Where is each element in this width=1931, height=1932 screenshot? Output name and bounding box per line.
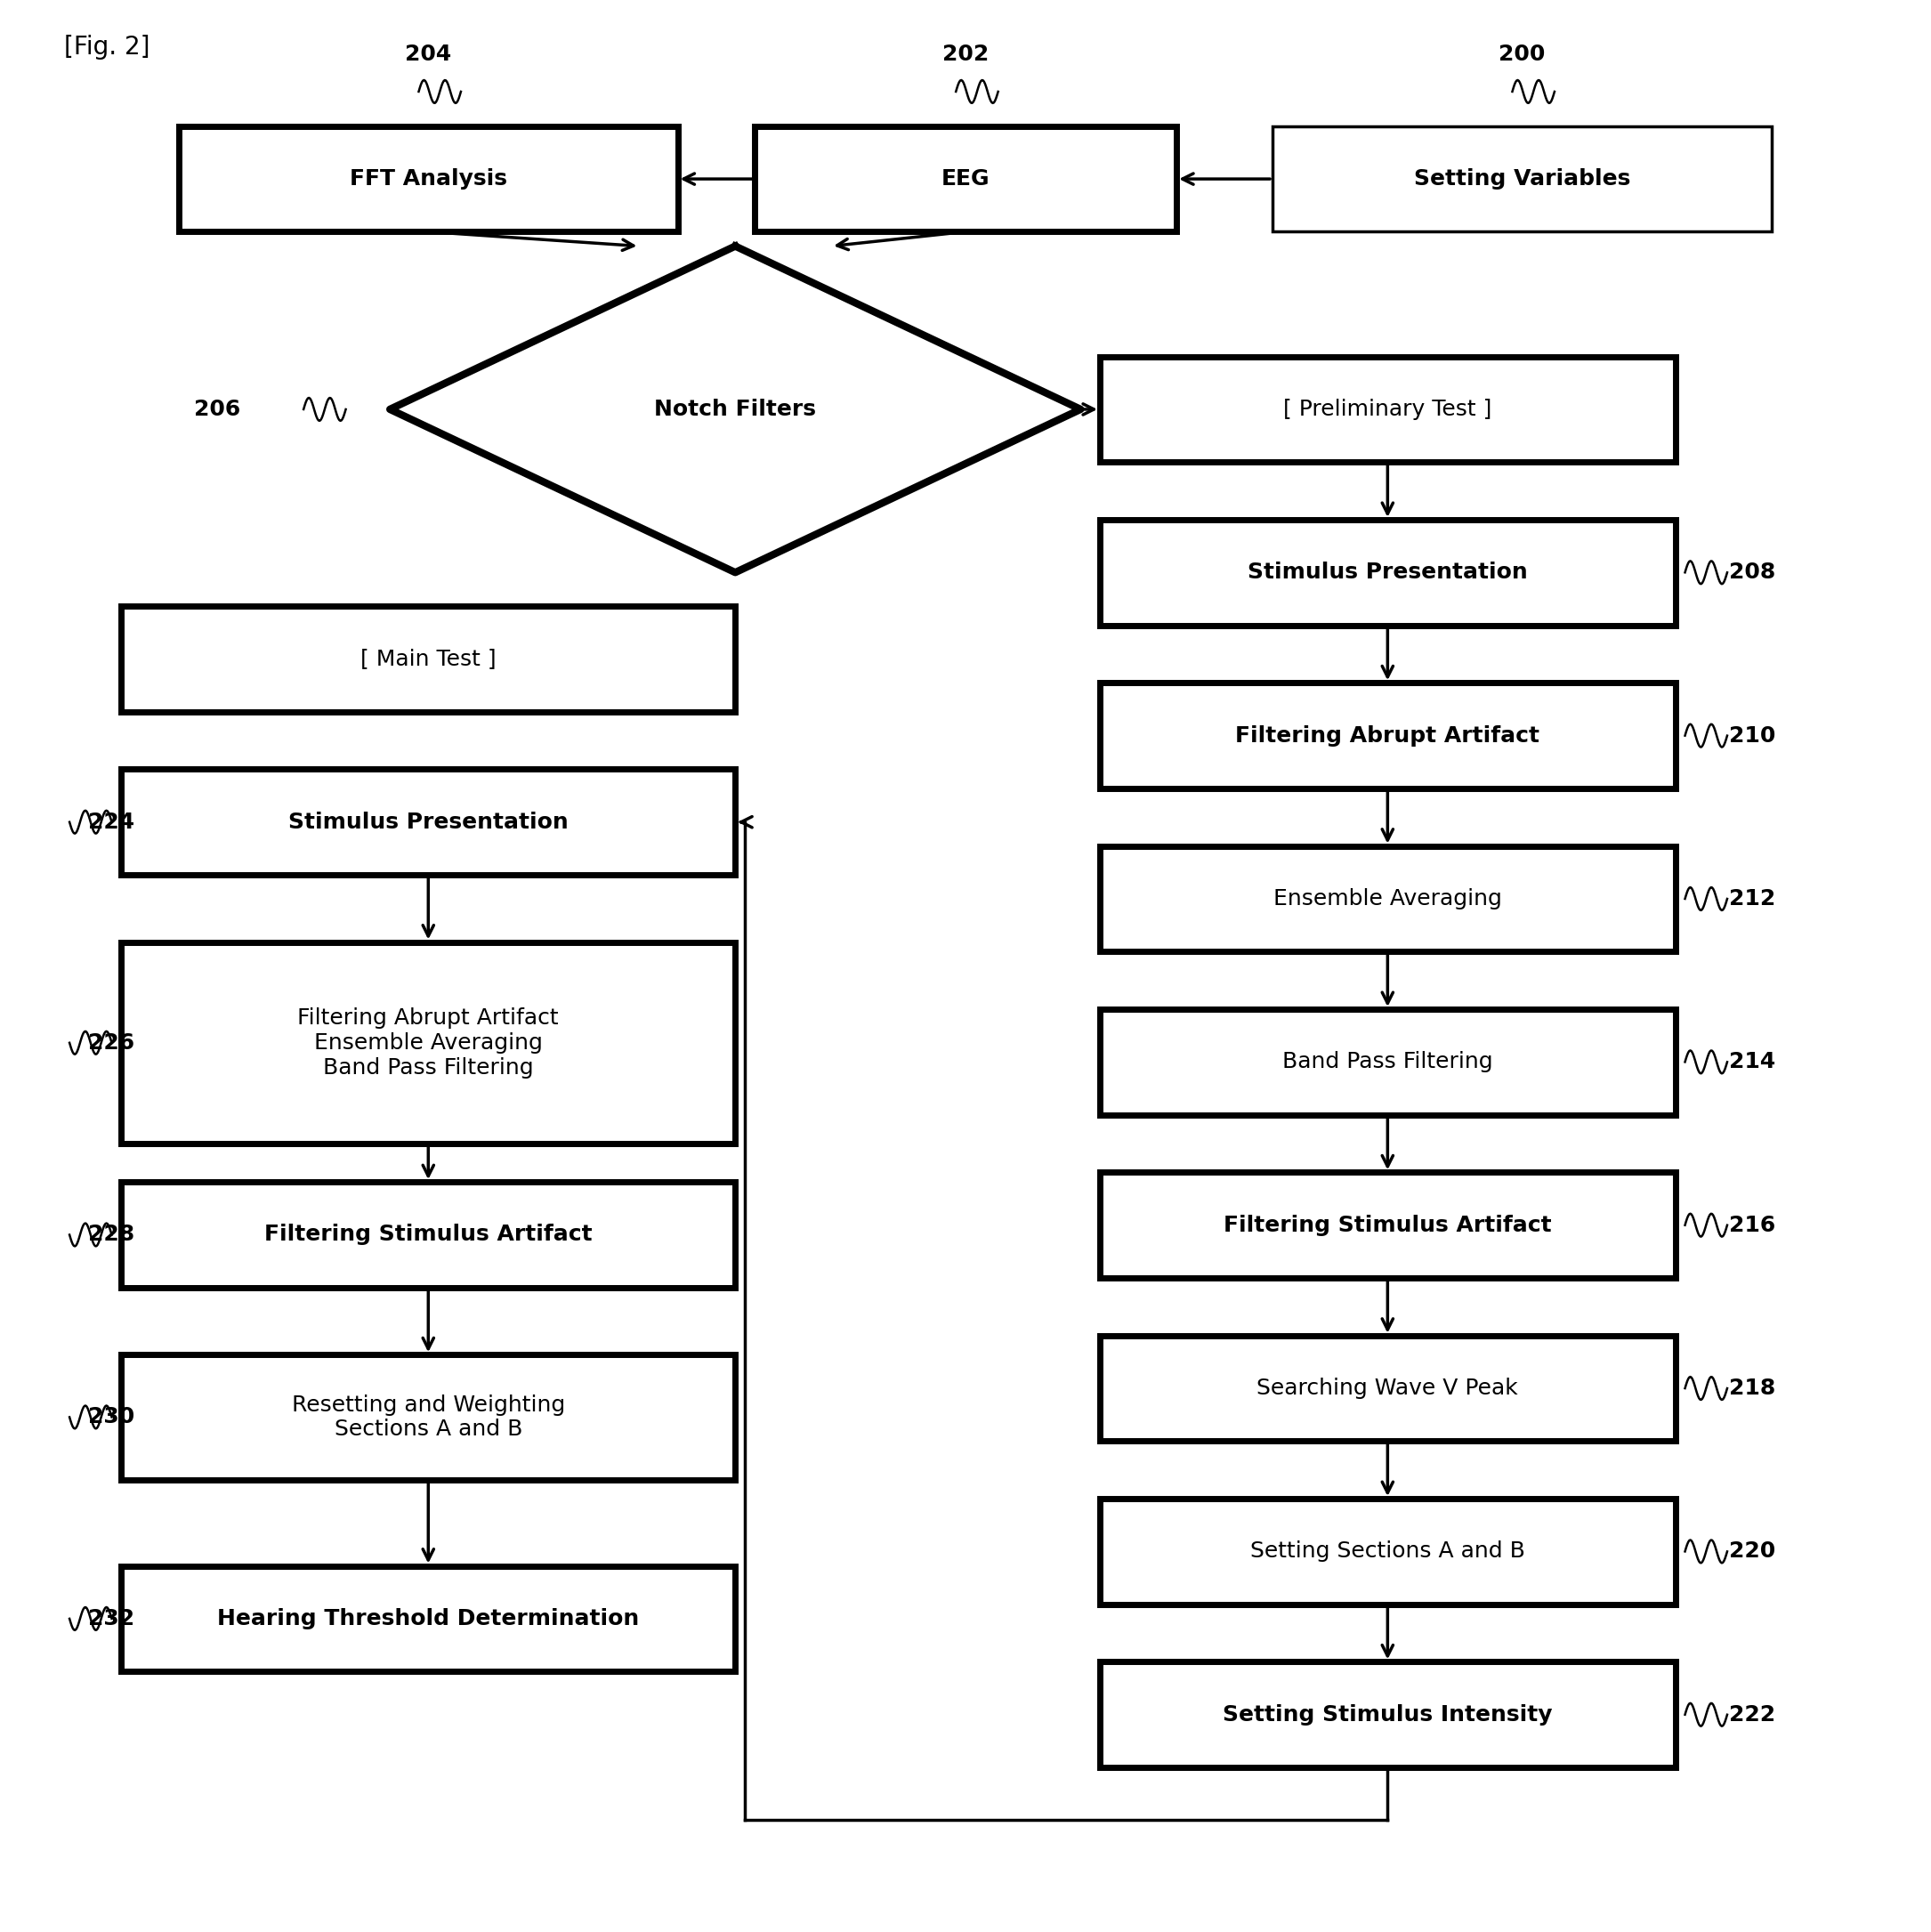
FancyBboxPatch shape — [755, 126, 1176, 232]
Text: Stimulus Presentation: Stimulus Presentation — [1247, 562, 1527, 583]
Text: Setting Stimulus Intensity: Setting Stimulus Intensity — [1222, 1704, 1553, 1725]
Text: Filtering Abrupt Artifact: Filtering Abrupt Artifact — [1236, 724, 1539, 746]
Text: Resetting and Weighting
Sections A and B: Resetting and Weighting Sections A and B — [292, 1395, 566, 1439]
Text: [Fig. 2]: [Fig. 2] — [64, 35, 149, 60]
Text: 204: 204 — [406, 44, 452, 66]
FancyBboxPatch shape — [1101, 1009, 1676, 1115]
Text: 218: 218 — [1728, 1378, 1775, 1399]
Text: 200: 200 — [1498, 44, 1545, 66]
FancyBboxPatch shape — [122, 1182, 736, 1287]
Text: FFT Analysis: FFT Analysis — [350, 168, 508, 189]
FancyBboxPatch shape — [122, 1567, 736, 1671]
FancyBboxPatch shape — [122, 607, 736, 711]
FancyBboxPatch shape — [1101, 1173, 1676, 1277]
Text: Filtering Stimulus Artifact: Filtering Stimulus Artifact — [1224, 1215, 1553, 1236]
FancyBboxPatch shape — [1101, 682, 1676, 788]
FancyBboxPatch shape — [1101, 357, 1676, 462]
FancyBboxPatch shape — [122, 769, 736, 875]
Text: Setting Variables: Setting Variables — [1413, 168, 1630, 189]
Text: Stimulus Presentation: Stimulus Presentation — [288, 811, 568, 833]
Text: Filtering Stimulus Artifact: Filtering Stimulus Artifact — [265, 1225, 593, 1246]
Text: 226: 226 — [89, 1032, 135, 1053]
Text: EEG: EEG — [940, 168, 991, 189]
Text: Band Pass Filtering: Band Pass Filtering — [1282, 1051, 1493, 1072]
Text: 202: 202 — [942, 44, 989, 66]
FancyBboxPatch shape — [1101, 1335, 1676, 1441]
Text: 228: 228 — [89, 1225, 135, 1246]
Text: 206: 206 — [193, 398, 241, 419]
Text: 232: 232 — [89, 1607, 135, 1629]
FancyBboxPatch shape — [122, 1354, 736, 1480]
Text: 216: 216 — [1728, 1215, 1775, 1236]
FancyBboxPatch shape — [1101, 1662, 1676, 1768]
Text: Searching Wave V Peak: Searching Wave V Peak — [1257, 1378, 1518, 1399]
Text: 224: 224 — [89, 811, 135, 833]
FancyBboxPatch shape — [1101, 520, 1676, 626]
Text: Notch Filters: Notch Filters — [655, 398, 817, 419]
Text: 230: 230 — [89, 1406, 135, 1428]
FancyBboxPatch shape — [1101, 1499, 1676, 1604]
Text: Hearing Threshold Determination: Hearing Threshold Determination — [218, 1607, 639, 1629]
Text: 214: 214 — [1728, 1051, 1775, 1072]
Text: Filtering Abrupt Artifact
Ensemble Averaging
Band Pass Filtering: Filtering Abrupt Artifact Ensemble Avera… — [297, 1007, 558, 1078]
Text: 212: 212 — [1728, 889, 1775, 910]
Text: 222: 222 — [1728, 1704, 1775, 1725]
Text: 220: 220 — [1728, 1542, 1775, 1563]
FancyBboxPatch shape — [1273, 126, 1771, 232]
Text: Ensemble Averaging: Ensemble Averaging — [1273, 889, 1502, 910]
FancyBboxPatch shape — [122, 943, 736, 1144]
FancyBboxPatch shape — [1101, 846, 1676, 952]
Text: 208: 208 — [1728, 562, 1775, 583]
Text: [ Main Test ]: [ Main Test ] — [361, 647, 496, 670]
Text: 210: 210 — [1728, 724, 1775, 746]
Polygon shape — [390, 245, 1081, 572]
FancyBboxPatch shape — [180, 126, 678, 232]
Text: [ Preliminary Test ]: [ Preliminary Test ] — [1284, 398, 1493, 419]
Text: Setting Sections A and B: Setting Sections A and B — [1249, 1542, 1525, 1563]
